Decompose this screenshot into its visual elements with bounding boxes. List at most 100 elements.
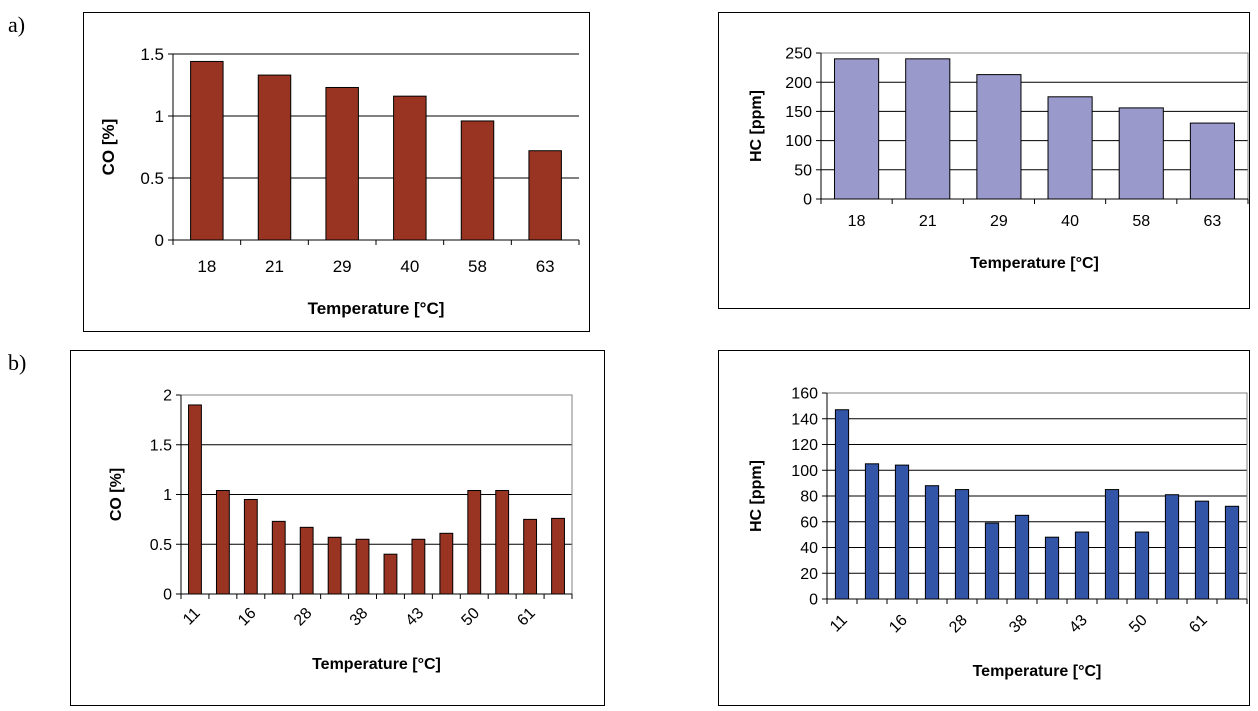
bar xyxy=(460,120,495,241)
bar xyxy=(215,490,230,595)
y-tick-label: 60 xyxy=(800,514,818,531)
x-tick-label: 18 xyxy=(197,257,216,276)
bar xyxy=(467,490,482,595)
chart-b-co: 0 0.5 1 1.5 2 11 16 28 38 43 50 61 Temperature [°C] C… xyxy=(70,350,605,706)
chart-a-co: 0 0.5 1 1.5 18 21 29 40 58 63 Temperature [°C] CO [… xyxy=(83,12,590,332)
bar xyxy=(1134,531,1150,600)
bar xyxy=(1044,536,1060,600)
y-tick-label: 1 xyxy=(155,107,164,126)
y-tick-label: 1.5 xyxy=(140,45,164,64)
y-tick-label: 20 xyxy=(800,566,818,583)
bar xyxy=(1194,500,1210,600)
y-tick-label: 200 xyxy=(785,75,812,92)
bar xyxy=(905,58,951,200)
x-tick-label: 63 xyxy=(536,257,555,276)
panel-label-b: b) xyxy=(8,350,27,375)
bar xyxy=(551,517,565,595)
x-tick-label: 29 xyxy=(990,213,1008,230)
x-tick-label: 28 xyxy=(291,605,316,630)
x-tick-label: 50 xyxy=(1126,612,1151,637)
bar xyxy=(327,536,342,595)
bar xyxy=(188,404,202,595)
bar xyxy=(299,526,314,595)
chart-b-co-svg: 0 0.5 1 1.5 2 11 16 28 38 43 50 61 Temperature [°C] C… xyxy=(108,388,573,673)
bar xyxy=(355,538,370,595)
y-tick-label: 0 xyxy=(809,592,818,609)
bar xyxy=(271,520,286,595)
bar xyxy=(1074,531,1090,600)
panel-label-a: a) xyxy=(8,12,26,37)
y-tick-label: 1.5 xyxy=(150,437,172,454)
bar xyxy=(383,553,398,595)
x-tick-label: 40 xyxy=(400,257,419,276)
y-tick-label: 50 xyxy=(794,162,812,179)
y-axis-title: HC [ppm] xyxy=(748,460,765,532)
chart-a-co-svg: 0 0.5 1 1.5 18 21 29 40 58 63 Temperature [°C] CO [… xyxy=(99,45,580,318)
x-tick-label: 28 xyxy=(946,612,971,637)
x-tick-label: 50 xyxy=(458,605,483,630)
x-tick-label: 29 xyxy=(333,257,352,276)
y-tick-label: 160 xyxy=(791,386,818,403)
x-tick-label: 21 xyxy=(265,257,284,276)
x-axis-title: Temperature [°C] xyxy=(308,299,445,318)
bar xyxy=(834,58,880,200)
y-axis-title: CO [%] xyxy=(108,468,125,521)
bar xyxy=(1047,96,1093,200)
bar xyxy=(528,150,562,241)
bar xyxy=(894,464,910,600)
bar xyxy=(1104,489,1120,600)
y-tick-label: 140 xyxy=(791,411,818,428)
bar xyxy=(439,532,454,595)
chart-a-hc: 0 50 100 150 200 250 18 21 29 40 58 63 Temperature [… xyxy=(718,12,1250,309)
x-tick-label: 43 xyxy=(1066,612,1091,637)
x-tick-label: 11 xyxy=(827,612,851,636)
x-tick-label: 58 xyxy=(1132,213,1150,230)
bar xyxy=(523,518,538,595)
plot-area-border xyxy=(820,52,1249,200)
bar xyxy=(1014,514,1030,600)
x-tick-label: 61 xyxy=(1186,612,1211,637)
bar xyxy=(1189,122,1235,200)
chart-b-hc-svg: 0 20 40 60 80 100 120 140 160 11 16 28 38 43 50 61 Tempe… xyxy=(748,386,1248,680)
bar xyxy=(393,95,427,241)
x-tick-label: 16 xyxy=(235,605,260,630)
bar xyxy=(924,485,940,600)
y-tick-label: 80 xyxy=(800,489,818,506)
bar xyxy=(984,522,1000,600)
x-tick-label: 43 xyxy=(403,605,428,630)
y-tick-label: 0.5 xyxy=(150,537,172,554)
chart-a-hc-svg: 0 50 100 150 200 250 18 21 29 40 58 63 Temperature [… xyxy=(748,46,1249,272)
y-tick-label: 1 xyxy=(163,487,172,504)
x-tick-label: 38 xyxy=(1006,612,1031,637)
x-axis-title: Temperature [°C] xyxy=(970,255,1099,272)
bar xyxy=(325,86,359,241)
x-tick-label: 18 xyxy=(848,213,866,230)
y-tick-label: 100 xyxy=(785,133,812,150)
y-tick-label: 120 xyxy=(791,437,818,454)
bar xyxy=(834,409,850,600)
x-tick-label: 58 xyxy=(468,257,487,276)
y-tick-label: 100 xyxy=(791,463,818,480)
x-tick-label: 16 xyxy=(886,612,911,637)
bar xyxy=(243,498,258,595)
chart-b-hc: 0 20 40 60 80 100 120 140 160 11 16 28 38 43 50 61 Tempe… xyxy=(718,350,1250,706)
bar xyxy=(954,489,970,600)
bar xyxy=(257,74,292,241)
bar xyxy=(864,463,880,600)
y-axis-title: CO [%] xyxy=(99,119,118,176)
y-axis-title: HC [ppm] xyxy=(748,90,765,162)
bar xyxy=(1164,494,1180,600)
bar xyxy=(1118,107,1164,200)
bar xyxy=(190,60,224,241)
bar xyxy=(1224,505,1240,600)
y-tick-label: 0.5 xyxy=(140,169,164,188)
x-tick-label: 21 xyxy=(919,213,937,230)
x-tick-label: 40 xyxy=(1061,213,1079,230)
y-tick-label: 0 xyxy=(803,192,812,209)
x-axis-title: Temperature [°C] xyxy=(973,663,1102,680)
y-tick-label: 150 xyxy=(785,104,812,121)
bar xyxy=(976,74,1022,200)
x-axis-title: Temperature [°C] xyxy=(312,656,441,673)
y-tick-label: 250 xyxy=(785,46,812,63)
x-tick-label: 63 xyxy=(1204,213,1222,230)
